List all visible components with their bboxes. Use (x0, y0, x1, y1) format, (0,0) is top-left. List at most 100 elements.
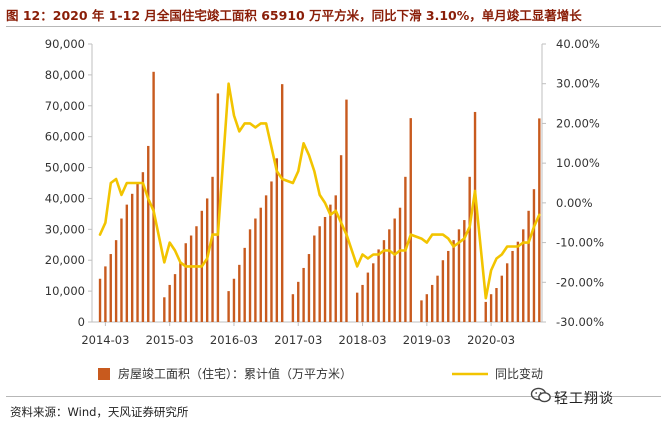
y-right-tick-label: -30.00% (556, 315, 604, 329)
bar (120, 218, 123, 322)
x-tick-label: 2020-03 (467, 333, 515, 347)
y-left-tick-label: 80,000 (45, 68, 85, 82)
y-right-tick-label: 10.00% (556, 156, 600, 170)
y-right-tick-label: 20.00% (556, 116, 600, 130)
bar (420, 300, 423, 322)
y-left-tick-label: 70,000 (45, 99, 85, 113)
bar (323, 216, 327, 322)
bar (125, 204, 129, 322)
bar (136, 183, 139, 322)
bar (484, 301, 487, 322)
title-divider (6, 26, 661, 27)
x-tick-label: 2015-03 (146, 333, 194, 347)
y-right-tick-label: -10.00% (556, 236, 604, 250)
y-right-tick-label: 0.00% (556, 196, 593, 210)
bar (152, 71, 155, 322)
bar (147, 145, 150, 322)
y-left-tick-label: 30,000 (45, 222, 85, 236)
x-tick-label: 2019-03 (403, 333, 451, 347)
bar (163, 297, 166, 322)
bar (329, 204, 332, 322)
bar (489, 294, 493, 322)
bar (318, 226, 321, 322)
bar (130, 193, 134, 322)
x-tick-label: 2016-03 (210, 333, 258, 347)
bar (173, 274, 177, 322)
bar (393, 218, 396, 322)
bar (109, 254, 112, 322)
yoy-line (98, 82, 541, 300)
y-left-tick-label: 90,000 (45, 37, 85, 51)
bar (243, 247, 246, 322)
bar (302, 267, 305, 322)
bar (334, 195, 337, 322)
bar (409, 118, 412, 322)
bar (307, 254, 311, 322)
legend-bar-swatch (98, 368, 110, 380)
bar (313, 235, 316, 322)
y-right-tick-label: 30.00% (556, 77, 600, 91)
bar (141, 172, 145, 322)
bar (505, 263, 509, 322)
bar (516, 241, 520, 322)
y-left-tick-label: 50,000 (45, 161, 85, 175)
wechat-icon (530, 387, 551, 403)
bar (297, 281, 300, 322)
bar (216, 93, 220, 322)
bar (495, 288, 498, 322)
bar (264, 195, 268, 322)
bar (425, 294, 429, 322)
bar (114, 240, 118, 322)
bar (382, 240, 386, 322)
bar (527, 210, 530, 322)
bar (511, 250, 514, 322)
y-left-tick-label: 0 (78, 315, 85, 329)
bar (361, 284, 364, 322)
bar (430, 284, 434, 322)
x-tick-label: 2018-03 (339, 333, 387, 347)
y-left-tick-label: 40,000 (45, 191, 85, 205)
bar (232, 278, 236, 322)
bar (538, 118, 541, 322)
bar (104, 266, 107, 322)
bar (184, 243, 187, 322)
bar (473, 111, 477, 322)
bar (532, 189, 536, 322)
bar (441, 260, 445, 322)
y-left-tick-label: 60,000 (45, 130, 85, 144)
legend-line-label: 同比变动 (495, 366, 543, 381)
bar (436, 275, 439, 322)
bar (468, 176, 471, 322)
bar (211, 176, 214, 322)
bar (463, 220, 466, 322)
y-left-tick-label: 20,000 (45, 253, 85, 267)
bar (179, 261, 182, 322)
x-tick-label: 2017-03 (274, 333, 322, 347)
bar (227, 291, 230, 322)
chart-area: 0 10,000 20,000 30,000 40,000 50,000 60,000 70,… (45, 37, 604, 381)
legend-bar-label: 房屋竣工面积（住宅）：累计值（万平方米） (118, 366, 352, 381)
bar (168, 284, 171, 322)
bar (98, 278, 102, 322)
bar (270, 181, 273, 322)
bar (388, 229, 391, 322)
bar (447, 250, 450, 322)
y-right-tick-label: -20.00% (556, 275, 604, 289)
bar (366, 272, 370, 322)
bar (372, 263, 375, 322)
bar (280, 84, 284, 323)
chart-title: 图 12：2020 年 1-12 月全国住宅竣工面积 65910 万平方米，同比… (6, 8, 582, 23)
bar (355, 292, 359, 322)
footer-divider (6, 396, 661, 397)
bar (275, 158, 279, 322)
bar (398, 207, 402, 322)
y-left-tick-label: 10,000 (45, 284, 85, 298)
watermark-text: 轻工翔谈 (554, 391, 614, 407)
bar (457, 229, 461, 322)
bar (238, 264, 241, 322)
bar (345, 99, 348, 322)
bar (259, 207, 262, 322)
x-tick-label: 2014-03 (81, 333, 129, 347)
bar (452, 240, 455, 322)
bar (291, 294, 295, 322)
